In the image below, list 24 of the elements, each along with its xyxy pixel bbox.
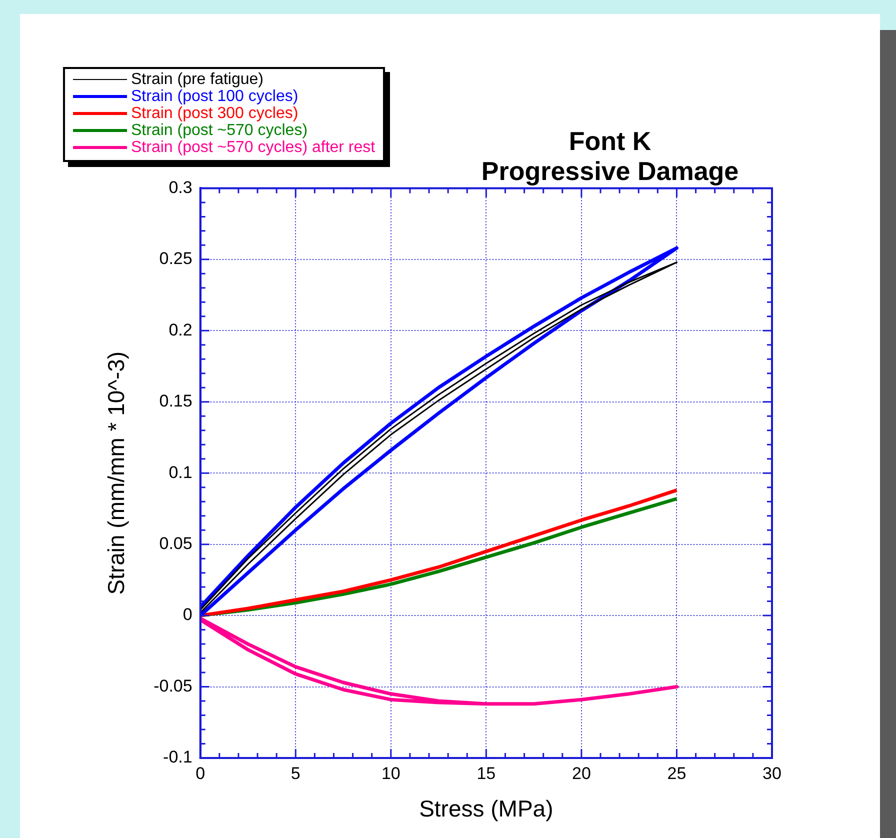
y-tick-label: 0.2 <box>168 320 192 340</box>
x-tick-label: 0 <box>196 764 206 783</box>
x-tick-label: 30 <box>762 764 782 783</box>
legend-label: Strain (post 100 cycles) <box>131 88 298 106</box>
x-tick-label: 5 <box>290 764 300 783</box>
x-tick-label: 25 <box>667 764 686 783</box>
y-tick-label: -0.05 <box>154 676 192 696</box>
y-axis-title: Strain (mm/mm * 10^-3) <box>103 351 130 595</box>
legend-label: Strain (post 300 cycles) <box>131 104 298 122</box>
y-tick-label: -0.1 <box>163 748 192 767</box>
y-tick-label: 0 <box>182 605 192 624</box>
legend-label: Strain (post ~570 cycles) after rest <box>131 138 376 156</box>
x-axis-title: Stress (MPa) <box>419 796 554 822</box>
legend-label: Strain (post ~570 cycles) <box>131 122 308 140</box>
y-tick-label: 0.15 <box>159 392 192 411</box>
y-tick-label: 0.3 <box>168 178 192 197</box>
y-tick-label: 0.25 <box>159 249 192 268</box>
x-tick-label: 20 <box>572 764 591 783</box>
y-tick-label: 0.1 <box>168 462 192 482</box>
legend-label: Strain (pre fatigue) <box>131 70 264 88</box>
x-tick-label: 10 <box>381 764 400 783</box>
x-tick-label: 15 <box>476 764 496 783</box>
y-tick-label: 0.05 <box>159 534 192 554</box>
chart-title: Font K Progressive Damage <box>480 126 740 186</box>
